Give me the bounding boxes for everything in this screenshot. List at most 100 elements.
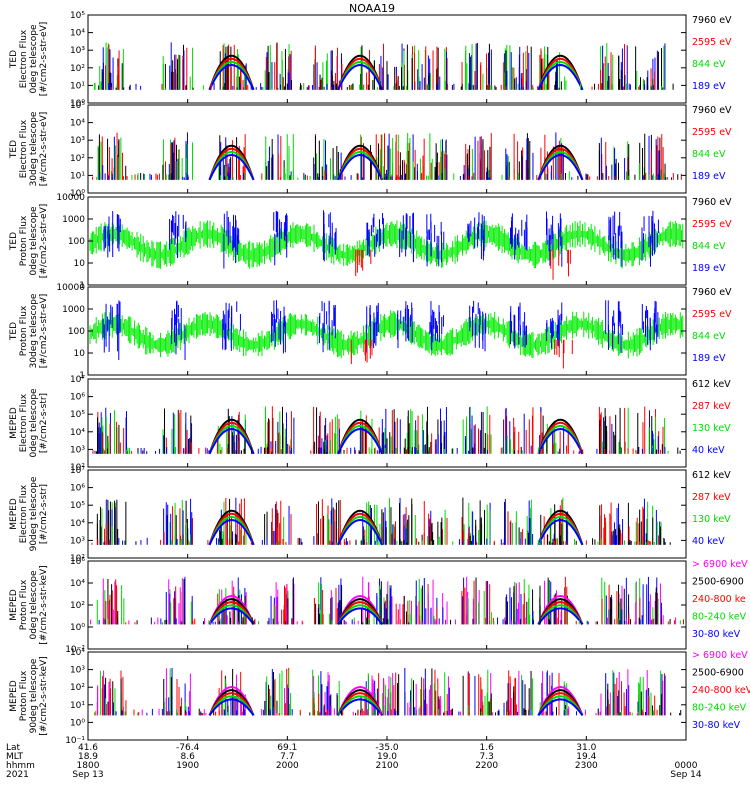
y-tick-label: 100 xyxy=(68,327,85,337)
legend-entry: 40 keV xyxy=(692,445,725,456)
y-tick-label: 10³ xyxy=(70,536,85,546)
y-tick-label: 10⁴ xyxy=(70,579,85,589)
legend-entry: 2595 eV xyxy=(692,37,732,48)
legend-entry: 40 keV xyxy=(692,536,725,547)
y-tick-label: 10¹ xyxy=(70,701,85,711)
y-tick-label: 10³ xyxy=(70,445,85,455)
legend-entry: 612 keV xyxy=(692,470,731,481)
y-axis-label-line: Proton Flux xyxy=(19,670,29,721)
y-tick-label: 10⁰ xyxy=(70,623,85,633)
y-tick-label: 10⁷ xyxy=(70,466,85,476)
y-axis-label-line: MEPED xyxy=(9,498,19,530)
x-tick-time: 2000 xyxy=(276,761,299,771)
y-tick-label: 10² xyxy=(70,64,85,74)
x-tick-time: 2100 xyxy=(376,761,399,771)
y-axis-label-line: Electron Flux xyxy=(19,29,29,88)
y-axis-label-line: MEPED xyxy=(9,680,19,712)
data-mark xyxy=(208,63,255,91)
legend-entry: > 6900 keV xyxy=(692,559,748,570)
y-tick-label: 10² xyxy=(70,463,85,473)
x-tick-time: 2300 xyxy=(575,761,598,771)
x-tick-date: Sep 14 xyxy=(670,770,702,780)
chart-title: NOAA19 xyxy=(349,2,395,15)
y-tick-label: 10⁰ xyxy=(70,718,85,728)
y-axis-label-line: Electron Flux xyxy=(19,119,29,178)
legend-entry: 240-800 keV xyxy=(692,685,750,696)
data-mark xyxy=(208,153,255,181)
y-tick-label: 10⁴ xyxy=(70,29,85,39)
x-tick-date: Sep 13 xyxy=(72,770,103,780)
panel-data xyxy=(91,132,682,181)
legend-entry: 287 keV xyxy=(692,492,731,503)
y-tick-label: 10⁰ xyxy=(70,189,85,199)
panel-frame xyxy=(87,469,687,559)
legend-entry: 189 eV xyxy=(692,263,726,274)
y-tick-label: 10⁶ xyxy=(70,557,85,567)
y-tick-label: 10³ xyxy=(70,136,85,146)
y-axis-label-line: TED xyxy=(9,232,19,251)
y-axis-label-line: Electron Flux xyxy=(19,393,29,452)
panel-frame xyxy=(87,651,687,741)
y-axis-label-line: 0deg telescope xyxy=(29,206,39,276)
y-tick-label: 10² xyxy=(70,154,85,164)
legend-entry: 2500-6900 xyxy=(692,577,744,588)
data-mark xyxy=(208,607,255,625)
panel-5: 10² 10³ 10⁴ 10⁵ 10⁶ 10⁷ MEPED Electron Flux 0deg… xyxy=(9,375,731,473)
x-tick-time: 1800 xyxy=(77,761,100,771)
y-axis-label-line: [#/cm2-s-str-eV] xyxy=(39,294,49,369)
data-mark xyxy=(537,607,584,625)
y-axis-label-line: 0deg telescope xyxy=(29,24,39,94)
y-tick-label: 1000 xyxy=(62,305,85,315)
legend-entry: > 6900 keV xyxy=(692,650,748,661)
panel-data xyxy=(91,497,671,546)
legend-entry: 30-80 keV xyxy=(692,629,741,640)
x-tick-lat: -35.0 xyxy=(375,743,399,753)
y-axis-label-line: TED xyxy=(9,50,19,69)
y-tick-label: 100 xyxy=(68,237,85,247)
y-tick-label: 10 xyxy=(74,259,86,269)
y-axis-label-line: Proton Flux xyxy=(19,305,29,356)
x-tick-lat: 31.0 xyxy=(576,743,596,753)
y-tick-label: 10⁶ xyxy=(70,393,85,403)
y-axis-label-line: MEPED xyxy=(9,407,19,439)
legend-entry: 189 eV xyxy=(692,353,726,364)
y-tick-label: 10⁰ xyxy=(70,99,85,109)
y-axis-label-line: Proton Flux xyxy=(19,215,29,266)
legend-entry: 2595 eV xyxy=(692,127,732,138)
legend-entry: 844 eV xyxy=(692,149,726,160)
y-tick-label: 10⁵ xyxy=(70,101,85,111)
y-tick-label: 10⁴ xyxy=(70,519,85,529)
y-tick-label: 10² xyxy=(70,601,85,611)
y-tick-label: 10² xyxy=(70,554,85,564)
y-axis-label-line: [#/cm2-s-str] xyxy=(39,484,49,544)
x-row-label: 2021 xyxy=(6,770,29,780)
x-row-label: Lat xyxy=(6,743,21,753)
y-tick-label: 10⁵ xyxy=(70,501,85,511)
y-tick-label: 10⁵ xyxy=(70,11,85,21)
y-tick-label: 10¹ xyxy=(70,81,85,91)
legend-entry: 189 eV xyxy=(692,81,726,92)
y-tick-label: 10⁻² xyxy=(65,645,85,655)
y-tick-label: 10² xyxy=(70,683,85,693)
legend-entry: 80-240 keV xyxy=(692,703,747,714)
y-axis-label-line: 90deg telescope xyxy=(29,658,39,733)
x-tick-time: 2200 xyxy=(475,761,498,771)
y-tick-label: 10 xyxy=(74,349,86,359)
legend-entry: 80-240 keV xyxy=(692,612,747,623)
y-tick-label: 10000 xyxy=(56,193,85,203)
y-axis-label-line: 30deg telescope xyxy=(29,293,39,368)
y-axis-label-line: 30deg telescope xyxy=(29,111,39,186)
y-axis-label-line: [#/cm2-s-str-keV] xyxy=(39,565,49,644)
y-axis-label-line: MEPED xyxy=(9,589,19,621)
legend-entry: 844 eV xyxy=(692,59,726,70)
x-tick-mlt: 19.4 xyxy=(576,752,596,762)
y-axis-label-line: 90deg telescope xyxy=(29,476,39,551)
y-tick-label: 10⁴ xyxy=(70,648,85,658)
y-axis-label-line: 0deg telescope xyxy=(29,388,39,458)
legend-entry: 2595 eV xyxy=(692,219,732,230)
data-mark xyxy=(337,427,384,455)
y-axis-label-line: [#/cm2-s-str-eV] xyxy=(39,204,49,279)
data-mark xyxy=(337,518,384,546)
